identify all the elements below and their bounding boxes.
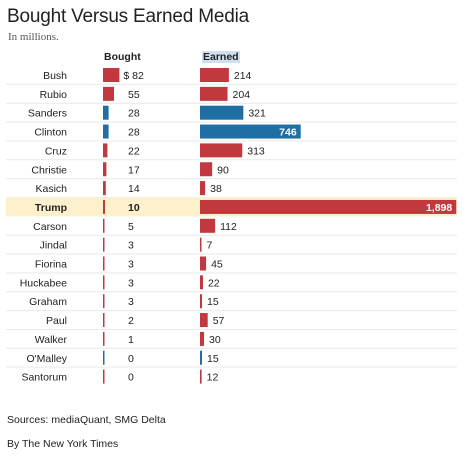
chart-subtitle: In millions. bbox=[8, 31, 59, 43]
bought-bar bbox=[103, 331, 105, 346]
earned-bar bbox=[200, 237, 202, 252]
bought-value-label: 3 bbox=[128, 259, 134, 271]
category-label: Paul bbox=[46, 315, 67, 327]
bought-value-label: 28 bbox=[128, 108, 140, 120]
earned-value-label: 45 bbox=[211, 259, 223, 271]
earned-value-label: 313 bbox=[247, 145, 265, 157]
earned-value-label: 15 bbox=[207, 296, 219, 308]
earned-value-label: 12 bbox=[207, 372, 219, 384]
earned-bar bbox=[200, 162, 213, 177]
earned-value-label: 112 bbox=[220, 221, 237, 233]
bought-bar bbox=[103, 105, 109, 120]
earned-bar bbox=[200, 199, 457, 214]
category-label: Trump bbox=[35, 202, 67, 214]
earned-bar bbox=[200, 275, 203, 290]
chart-title: Bought Versus Earned Media bbox=[7, 6, 249, 27]
earned-value-label: 90 bbox=[217, 164, 229, 176]
bought-bar bbox=[103, 256, 105, 271]
earned-bar bbox=[200, 68, 229, 82]
bought-value-label: $ 82 bbox=[123, 70, 144, 82]
bought-value-label: 0 bbox=[128, 353, 134, 365]
category-label: Jindal bbox=[40, 240, 67, 252]
category-label: Fiorina bbox=[35, 259, 67, 271]
bought-bar bbox=[103, 199, 105, 214]
earned-bar bbox=[200, 294, 203, 309]
earned-value-label: 746 bbox=[279, 127, 297, 139]
earned-bar bbox=[200, 218, 216, 233]
bought-value-label: 3 bbox=[128, 277, 134, 289]
bought-bar bbox=[103, 294, 105, 309]
category-label: Clinton bbox=[34, 127, 67, 139]
bought-value-label: 2 bbox=[128, 315, 134, 327]
earned-value-label: 15 bbox=[207, 353, 219, 365]
category-label: Santorum bbox=[21, 372, 67, 384]
bought-value-label: 3 bbox=[128, 296, 134, 308]
credit-note: By The New York Times bbox=[7, 438, 119, 450]
earned-bar bbox=[200, 143, 243, 158]
bought-value-label: 0 bbox=[128, 372, 134, 384]
earned-bar bbox=[200, 256, 207, 271]
category-label: Rubio bbox=[40, 89, 68, 101]
bought-bar bbox=[103, 181, 106, 196]
bought-bar bbox=[103, 162, 107, 177]
bought-bar bbox=[103, 68, 120, 82]
bought-bar bbox=[103, 86, 114, 101]
earned-value-label: 321 bbox=[248, 108, 266, 120]
bought-bar bbox=[103, 350, 105, 365]
bought-value-label: 17 bbox=[128, 164, 140, 176]
earned-value-label: 30 bbox=[209, 334, 221, 346]
earned-bar bbox=[200, 124, 301, 139]
bought-bar bbox=[103, 237, 105, 252]
bought-bar bbox=[103, 124, 109, 139]
category-label: Cruz bbox=[45, 145, 67, 157]
earned-bar bbox=[200, 331, 205, 346]
bought-value-label: 28 bbox=[128, 127, 140, 139]
category-label: Graham bbox=[29, 296, 67, 308]
bought-bar bbox=[103, 313, 105, 328]
bought-column-header: Bought bbox=[104, 51, 141, 63]
earned-value-label: 57 bbox=[213, 315, 225, 327]
category-label: Sanders bbox=[28, 108, 67, 120]
bought-bar bbox=[103, 369, 105, 384]
earned-value-label: 22 bbox=[208, 277, 220, 289]
bought-value-label: 14 bbox=[128, 183, 140, 195]
category-label: Bush bbox=[43, 70, 67, 82]
earned-bar bbox=[200, 105, 244, 120]
category-label: Christie bbox=[31, 164, 67, 176]
earned-column-header: Earned bbox=[202, 51, 240, 63]
bought-value-label: 5 bbox=[128, 221, 134, 233]
bought-value-label: 22 bbox=[128, 145, 140, 157]
category-label: Walker bbox=[35, 334, 68, 346]
earned-bar bbox=[200, 313, 208, 328]
category-label: Huckabee bbox=[20, 277, 67, 289]
bought-bar bbox=[103, 275, 105, 290]
bought-value-label: 55 bbox=[128, 89, 140, 101]
earned-value-label: 1,898 bbox=[426, 202, 452, 214]
sources-note: Sources: mediaQuant, SMG Delta bbox=[7, 414, 166, 426]
earned-value-label: 214 bbox=[234, 70, 252, 82]
earned-value-label: 204 bbox=[233, 89, 251, 101]
category-label: Kasich bbox=[35, 183, 67, 195]
category-label: O'Malley bbox=[26, 353, 67, 365]
earned-bar bbox=[200, 369, 202, 384]
earned-bar bbox=[200, 181, 206, 196]
category-label: Carson bbox=[33, 221, 67, 233]
bought-bar bbox=[103, 218, 105, 233]
bought-value-label: 1 bbox=[128, 334, 134, 346]
earned-value-label: 38 bbox=[210, 183, 222, 195]
earned-value-label: 7 bbox=[207, 240, 213, 252]
earned-bar bbox=[200, 350, 203, 365]
bought-bar bbox=[103, 143, 108, 158]
bought-value-label: 3 bbox=[128, 240, 134, 252]
bought-value-label: 10 bbox=[128, 202, 140, 214]
earned-bar bbox=[200, 86, 228, 101]
